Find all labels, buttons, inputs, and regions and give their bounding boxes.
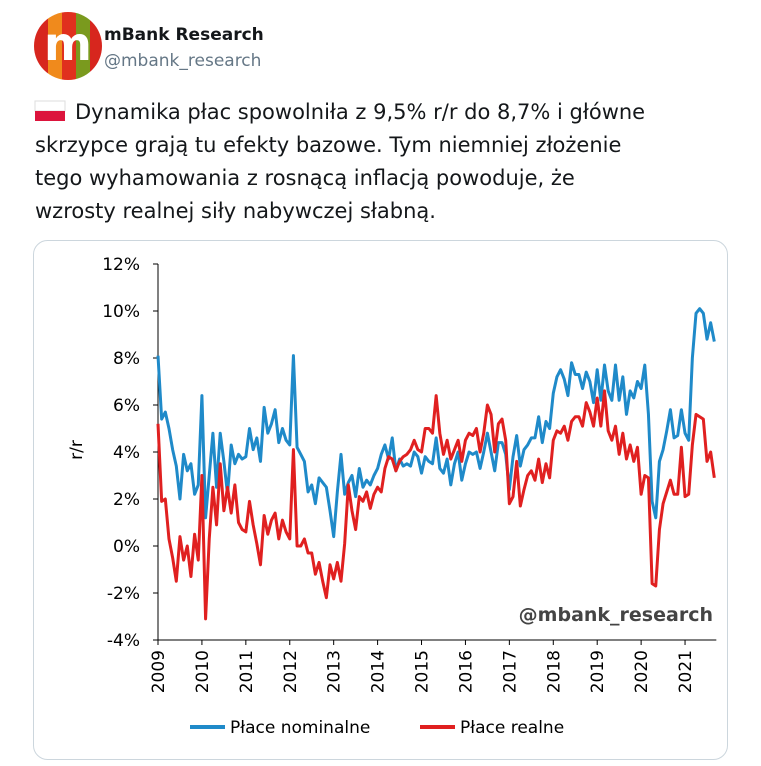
legend-label: Płace realne [460, 718, 564, 738]
x-tick-label: 2014 [369, 650, 389, 693]
x-tick-label: 2017 [500, 650, 520, 693]
x-tick-label: 2013 [325, 650, 345, 693]
x-tick-label: 2009 [149, 650, 169, 693]
tweet-text: Dynamika płac spowolniła z 9,5% r/r do 8… [75, 100, 645, 124]
y-tick-label: -4% [107, 631, 140, 651]
media-card[interactable] [33, 240, 728, 760]
tweet-text: wzrosty realnej siły nabywczej słabną. [35, 199, 436, 223]
tweet-text: skrzypce grają tu efekty bazowe. Tym nie… [35, 133, 621, 157]
x-tick-label: 2021 [676, 650, 696, 693]
x-tick-label: 2018 [544, 650, 564, 693]
y-tick-label: 10% [102, 302, 140, 322]
legend-label: Płace nominalne [230, 718, 370, 738]
author-handle[interactable]: @mbank_research [104, 51, 261, 71]
author-name[interactable]: mBank Research [104, 25, 264, 45]
avatar[interactable]: m [34, 12, 104, 80]
x-tick-label: 2016 [456, 650, 476, 693]
y-tick-label: 6% [113, 396, 140, 416]
flag-emoji [34, 100, 66, 121]
y-tick-label: 8% [113, 349, 140, 369]
x-tick-label: 2011 [237, 650, 257, 693]
x-tick-label: 2019 [588, 650, 608, 693]
y-tick-label: -2% [107, 584, 140, 604]
y-tick-label: 0% [113, 537, 140, 557]
y-axis-title: r/r [67, 440, 87, 460]
x-tick-label: 2020 [632, 650, 652, 693]
x-tick-label: 2015 [413, 650, 433, 693]
line-series [156, 307, 716, 539]
watermark: @mbank_research [519, 604, 713, 626]
svg-text:m: m [44, 17, 92, 71]
x-tick-label: 2010 [193, 650, 213, 693]
y-tick-label: 4% [113, 443, 140, 463]
y-tick-label: 2% [113, 490, 140, 510]
tweet-text: tego wyhamowania z rosnącą inflacją powo… [35, 166, 575, 190]
line-series [156, 389, 716, 621]
x-tick-label: 2012 [281, 650, 301, 693]
y-tick-label: 12% [102, 255, 140, 275]
